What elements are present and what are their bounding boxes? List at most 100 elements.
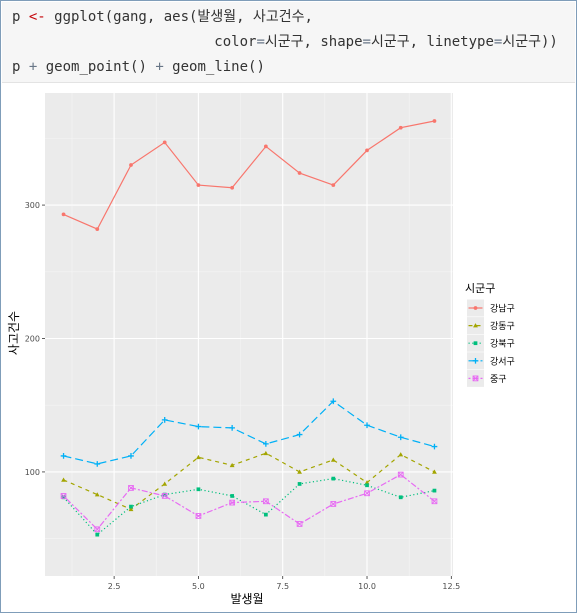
code-line-2: color=시군구, shape=시군구, linetype=시군구)) [12,34,558,50]
line-chart: 2.5 5.0 7.5 10.0 12.5 100 200 300 발생월 사고건수 시군구… [7,93,515,606]
legend-key-symbol [473,306,478,310]
data-point [162,481,168,486]
data-point [128,506,134,512]
series-line-중구 [63,473,435,531]
data-point [128,453,134,459]
data-point [60,453,67,459]
data-point [263,144,268,149]
data-point [297,469,302,474]
legend-key-symbol-cross [472,375,479,382]
y-axis-title: 사고건수 [7,311,21,355]
data-point [129,163,133,167]
data-point [195,513,202,519]
data-point [161,417,168,423]
data-point [398,495,403,500]
data-point [128,485,134,491]
legend-key-symbol [473,341,478,346]
legend-key-symbol [472,357,479,364]
data-point [398,452,404,457]
x-tick-label: 5.0 [192,582,205,591]
y-tick-label: 100 [25,468,40,477]
series-lines [63,120,435,536]
data-point [195,423,202,430]
data-point [94,492,100,497]
data-point [432,469,437,474]
data-point-cross [397,471,404,478]
data-point-cross [364,490,370,497]
data-point [330,501,337,507]
legend-key-symbol [473,323,478,328]
data-point [230,185,235,190]
data-point-cross [60,493,67,499]
data-point [61,477,66,482]
code-line-1: p <- ggplot(gang, aes(발생월, 사고건수, [12,9,313,25]
x-tick-label: 7.5 [276,582,289,591]
y-tick-label: 200 [25,335,40,344]
legend-key [467,369,484,387]
x-tick-label: 10.0 [358,582,376,591]
data-point [364,480,370,485]
code-line-3: p + geom_point() + geom_line() [12,59,265,75]
data-point [95,532,100,537]
data-point [297,171,302,175]
legend-label: 강남구 [490,304,515,315]
plot-panel [45,93,453,576]
legend-label: 중구 [490,374,507,385]
series-line-강동구 [63,452,435,510]
data-point [162,492,167,497]
data-point [61,212,66,217]
data-point [397,471,404,478]
data-point [129,504,133,509]
data-point-cross [229,499,235,506]
data-point-cross [330,501,337,507]
data-point [61,495,66,500]
data-point-cross [431,498,438,505]
legend-label: 강서구 [490,356,515,367]
data-point [94,526,101,533]
series-line-강남구 [63,120,435,230]
y-axis: 100 200 300 [25,201,45,477]
minor-grid [45,93,453,576]
legend-title: 시군구 [465,282,495,295]
x-axis-title: 발생월 [230,592,263,606]
data-point [263,450,269,456]
data-point [262,498,269,505]
data-point [431,443,438,450]
legend-key-symbol [472,375,479,382]
data-point [365,483,369,488]
code-panel: p <- ggplot(gang, aes(발생월, 사고건수, color=시… [2,2,575,83]
legend-key [467,352,484,370]
legend-key [467,317,484,335]
data-point [432,488,437,493]
data-point [263,441,269,447]
data-point [196,454,201,460]
data-point [331,183,336,187]
data-point [60,493,67,499]
data-point [331,476,336,481]
data-point [95,227,100,231]
data-point [330,457,336,462]
data-point-cross [195,513,202,519]
y-tick-label: 300 [25,201,40,210]
data-point [397,434,404,441]
data-point [94,461,101,467]
data-point [296,431,303,438]
data-point [297,482,302,486]
x-tick-label: 12.5 [442,582,460,591]
data-point-cross [128,485,134,491]
data-point [229,499,236,506]
data-point [398,125,403,130]
legend-key [467,334,484,352]
data-point [263,512,268,517]
data-point-cross [161,493,168,499]
data-point-cross [263,498,269,505]
legend-label: 강동구 [490,321,515,332]
series-line-강서구 [63,400,435,465]
x-axis: 2.5 5.0 7.5 10.0 12.5 [108,576,460,591]
data-point [364,422,370,429]
data-point [364,490,370,497]
data-point [229,425,235,431]
data-point [365,148,369,153]
